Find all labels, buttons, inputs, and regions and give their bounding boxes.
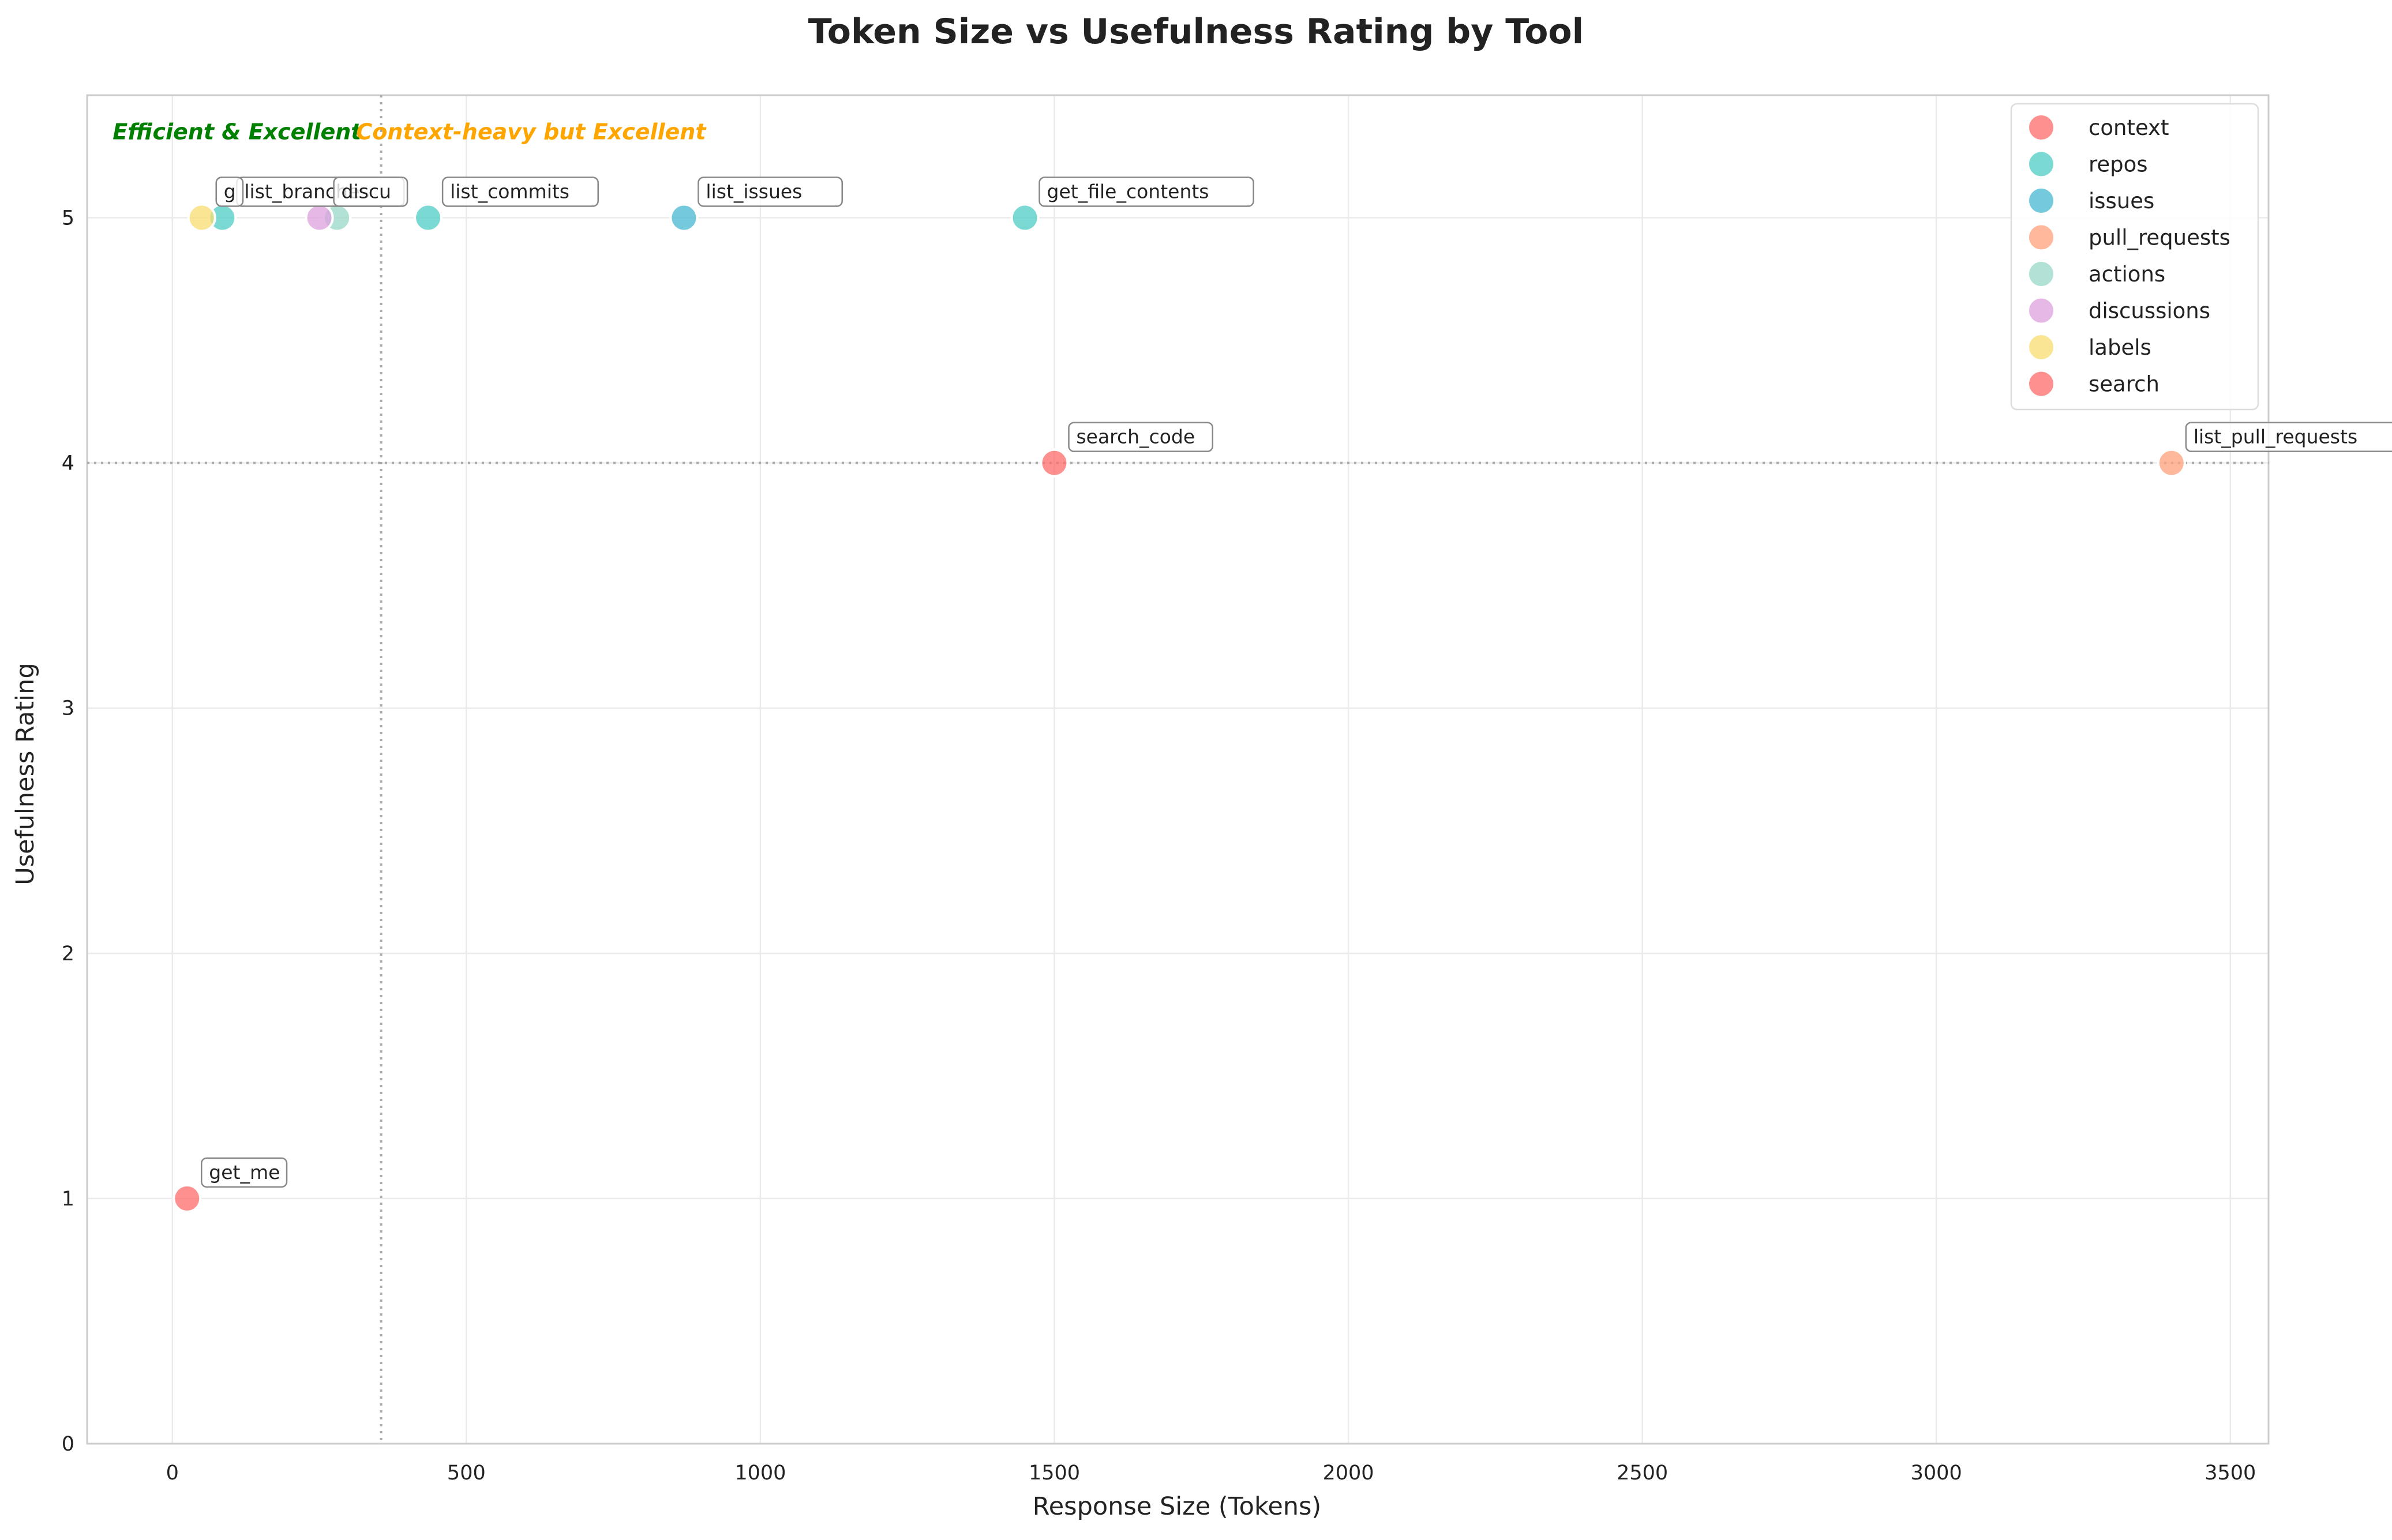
x-tick-label: 1000 (734, 1462, 786, 1485)
x-tick-label: 1500 (1029, 1462, 1080, 1485)
point-label: list_pull_requests (2194, 426, 2357, 448)
x-tick-label: 2000 (1323, 1462, 1374, 1485)
y-tick-label: 2 (62, 942, 74, 966)
point-label-box (2185, 422, 2392, 452)
x-tick-label: 3000 (1911, 1462, 1962, 1485)
axes-frame (86, 94, 2270, 1445)
y-tick-label: 1 (62, 1188, 74, 1211)
legend-marker-discussions (2027, 296, 2056, 325)
point-label-box (333, 176, 408, 207)
legend-marker-actions (2027, 260, 2056, 288)
legend-marker-context (2027, 113, 2056, 142)
point-label: list_commits (450, 181, 569, 203)
legend-entry-actions: actions (2089, 262, 2165, 287)
point-label-box (441, 176, 599, 207)
legend-marker-labels (2027, 333, 2056, 362)
x-tick-label: 0 (166, 1462, 179, 1485)
y-tick-label: 5 (62, 207, 74, 230)
y-axis-label: Usefulness Rating (11, 663, 40, 885)
legend-marker-pull-requests (2027, 223, 2056, 252)
point-label-box (201, 1157, 288, 1188)
legend-marker-search (2027, 369, 2056, 399)
legend-marker-repos (2027, 149, 2056, 179)
legend-entry-search: search (2089, 372, 2159, 397)
x-tick-label: 500 (447, 1462, 486, 1485)
point-label-box (1068, 422, 1214, 452)
y-tick-label: 3 (62, 697, 74, 720)
region-label: Efficient & Excellent (113, 119, 362, 145)
data-point-labels (187, 203, 216, 232)
data-point-issues (669, 203, 699, 232)
data-point-pull-requests (2157, 448, 2186, 478)
data-point-repos (414, 203, 443, 232)
plot-area: 0 500 1000 1500 2000 2500 3000 3500 0 1 2 3 4 5 Effici… (62, 94, 2392, 1485)
legend-box (2010, 103, 2259, 411)
x-tick-label: 2500 (1617, 1462, 1668, 1485)
legend-entry-labels: labels (2089, 335, 2151, 360)
data-point-search (1040, 448, 1069, 478)
point-label-box (215, 176, 244, 207)
legend-entry-pull-requests: pull_requests (2089, 226, 2230, 250)
region-label: Context-heavy but Excellent (356, 119, 707, 145)
point-label: list_issues (706, 181, 802, 203)
y-tick-label: 4 (62, 452, 74, 475)
point-label: discu (342, 181, 391, 203)
legend-marker-issues (2027, 186, 2056, 215)
legend-entry-repos: repos (2089, 152, 2148, 177)
legend-entry-context: context (2089, 115, 2169, 140)
y-tick-label: 0 (62, 1433, 74, 1456)
data-point-context (173, 1184, 202, 1213)
point-label: get_file_contents (1047, 181, 1209, 203)
legend-entry-issues: issues (2089, 189, 2154, 213)
data-point-repos (1010, 203, 1040, 232)
point-label: get_me (209, 1161, 280, 1184)
chart-title: Token Size vs Usefulness Rating by Tool (808, 12, 1584, 52)
point-label-box (1038, 176, 1254, 207)
point-label-box (698, 176, 843, 207)
legend-entry-discussions: discussions (2089, 299, 2210, 324)
data-point-discussions (305, 203, 334, 232)
x-tick-label: 3500 (2204, 1462, 2256, 1485)
point-label: g (224, 181, 236, 203)
x-axis-label: Response Size (Tokens) (1033, 1492, 1321, 1521)
point-label: search_code (1076, 426, 1195, 448)
